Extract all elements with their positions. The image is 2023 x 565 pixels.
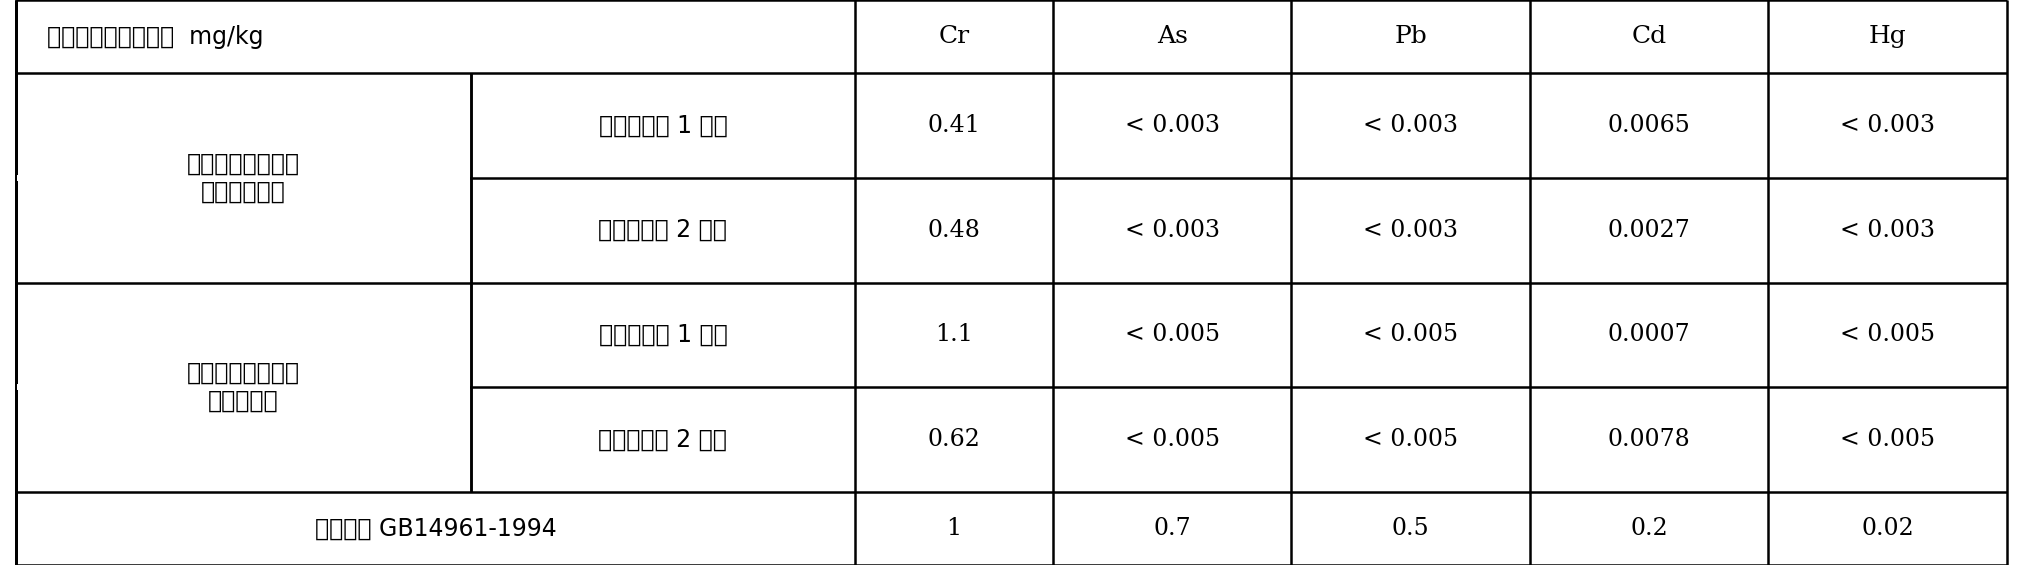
Text: 0.5: 0.5 [1392, 517, 1430, 540]
Text: 0.7: 0.7 [1153, 517, 1192, 540]
Text: 施用本发明土壤改
良剂后处理区: 施用本发明土壤改 良剂后处理区 [186, 152, 299, 204]
Text: < 0.005: < 0.005 [1364, 323, 1459, 346]
Text: < 0.005: < 0.005 [1125, 323, 1220, 346]
Text: < 0.003: < 0.003 [1364, 114, 1459, 137]
Text: 0.2: 0.2 [1631, 517, 1669, 540]
Text: < 0.003: < 0.003 [1125, 219, 1220, 242]
Text: < 0.003: < 0.003 [1841, 114, 1936, 137]
Text: 国家标准 GB14961-1994: 国家标准 GB14961-1994 [316, 516, 556, 540]
Text: 内蒙试验地 1 玉米: 内蒙试验地 1 玉米 [599, 114, 726, 138]
Text: Hg: Hg [1869, 25, 1906, 48]
Text: < 0.005: < 0.005 [1364, 428, 1459, 451]
Text: 0.0027: 0.0027 [1608, 219, 1691, 242]
Text: 0.0078: 0.0078 [1608, 428, 1691, 451]
Text: 内蒙试验地 1 玉米: 内蒙试验地 1 玉米 [599, 323, 726, 347]
Text: 1: 1 [947, 517, 961, 540]
Text: < 0.003: < 0.003 [1364, 219, 1459, 242]
Text: As: As [1157, 25, 1188, 48]
Text: 0.0065: 0.0065 [1608, 114, 1691, 137]
Text: 内蒙试验地 2 玉米: 内蒙试验地 2 玉米 [599, 218, 728, 242]
Text: Pb: Pb [1394, 25, 1426, 48]
Text: 0.41: 0.41 [927, 114, 981, 137]
Text: 0.62: 0.62 [927, 428, 981, 451]
Text: < 0.005: < 0.005 [1125, 428, 1220, 451]
Text: 1.1: 1.1 [935, 323, 973, 346]
Text: 0.02: 0.02 [1861, 517, 1914, 540]
Text: < 0.005: < 0.005 [1841, 428, 1936, 451]
Text: < 0.003: < 0.003 [1841, 219, 1936, 242]
Text: 内蒙试验地 2 玉米: 内蒙试验地 2 玉米 [599, 427, 728, 451]
Text: 0.0007: 0.0007 [1608, 323, 1691, 346]
Text: Cd: Cd [1631, 25, 1667, 48]
Text: < 0.005: < 0.005 [1841, 323, 1936, 346]
Text: Cr: Cr [939, 25, 969, 48]
Text: 未施任何土壤改良
剂的对照区: 未施任何土壤改良 剂的对照区 [186, 361, 299, 413]
Text: < 0.003: < 0.003 [1125, 114, 1220, 137]
Text: 0.48: 0.48 [927, 219, 981, 242]
Text: 粒粒中重金属的含量  mg/kg: 粒粒中重金属的含量 mg/kg [47, 25, 263, 49]
